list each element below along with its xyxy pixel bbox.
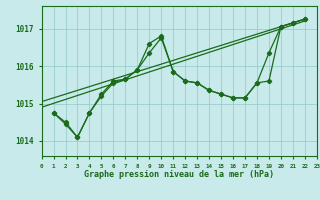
X-axis label: Graphe pression niveau de la mer (hPa): Graphe pression niveau de la mer (hPa) (84, 170, 274, 179)
